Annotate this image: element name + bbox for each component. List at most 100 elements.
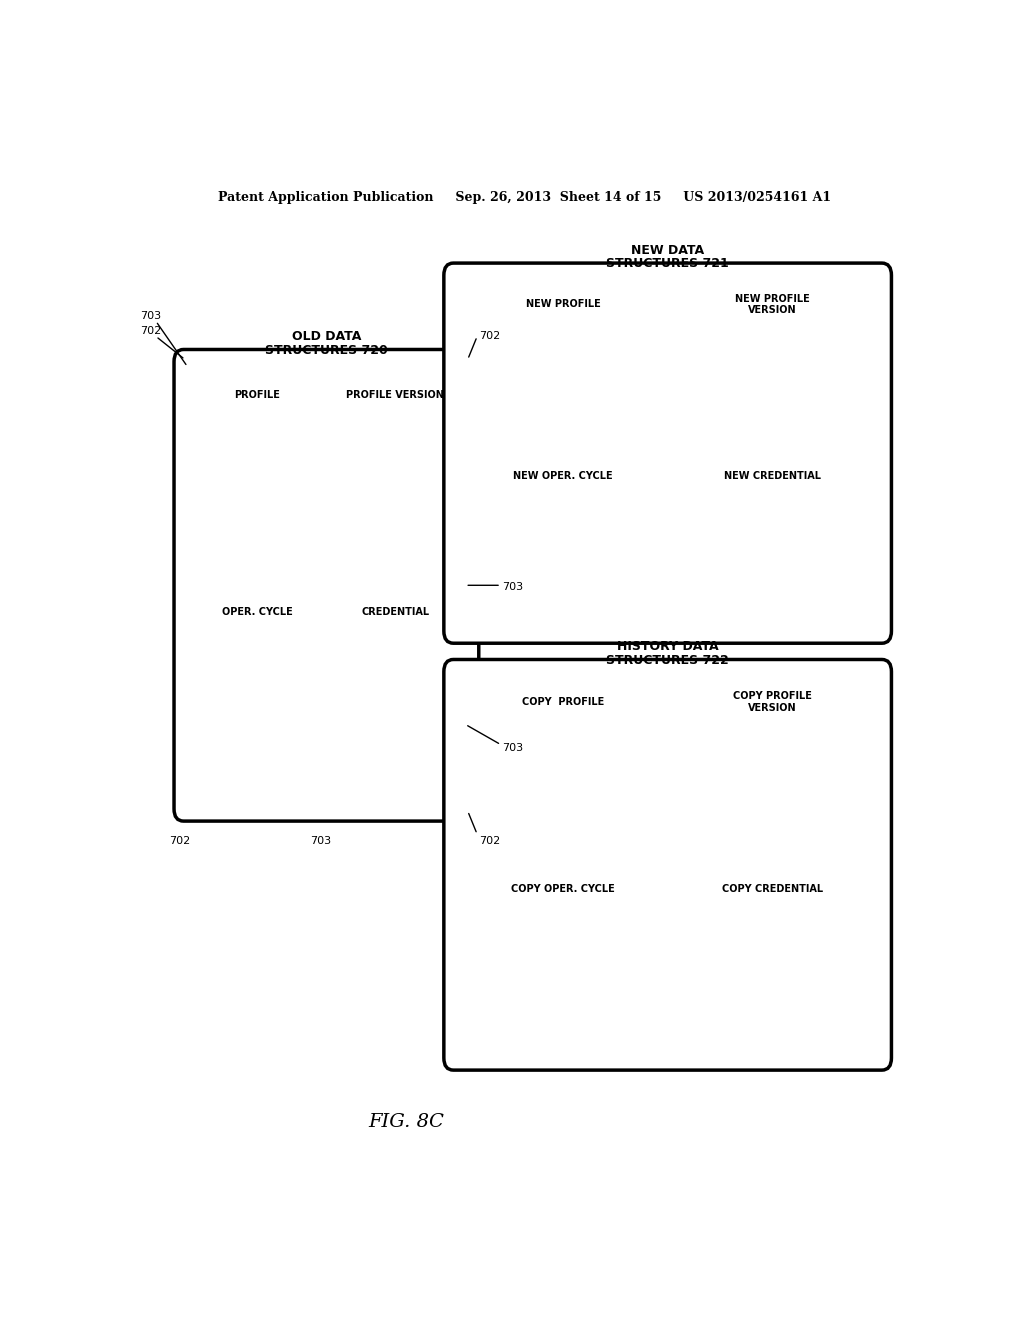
Bar <box>723 824 772 858</box>
Bar <box>772 554 822 586</box>
Bar <box>612 789 663 824</box>
Bar <box>513 754 563 789</box>
Bar <box>772 941 822 975</box>
Bar <box>364 665 395 698</box>
Text: 702: 702 <box>479 331 500 342</box>
Bar <box>332 513 364 546</box>
Bar <box>673 941 723 975</box>
Bar <box>225 763 258 796</box>
Bar <box>194 480 225 513</box>
Bar <box>464 871 663 906</box>
Bar <box>612 321 663 351</box>
Bar <box>464 523 513 554</box>
Bar <box>464 289 663 321</box>
Bar <box>723 523 772 554</box>
Bar <box>332 375 459 416</box>
Text: 703: 703 <box>503 582 523 593</box>
Text: OLD DATA: OLD DATA <box>292 330 361 343</box>
Bar <box>513 975 563 1010</box>
Text: STRUCTURES 720: STRUCTURES 720 <box>265 343 388 356</box>
Bar <box>332 449 364 480</box>
Bar <box>612 383 663 414</box>
Bar <box>772 321 822 351</box>
Bar <box>822 754 871 789</box>
Bar <box>290 763 322 796</box>
Bar <box>612 941 663 975</box>
Bar <box>563 719 612 754</box>
Bar <box>464 789 513 824</box>
Bar <box>258 449 290 480</box>
Bar <box>395 449 427 480</box>
Bar <box>563 975 612 1010</box>
Text: COPY PROFILE
VERSION: COPY PROFILE VERSION <box>733 692 812 713</box>
Bar <box>822 975 871 1010</box>
Bar <box>290 665 322 698</box>
Bar <box>427 416 459 449</box>
Bar <box>395 730 427 763</box>
Bar <box>464 941 513 975</box>
Bar <box>673 351 723 383</box>
Bar <box>290 480 322 513</box>
Text: NEW CREDENTIAL: NEW CREDENTIAL <box>724 470 820 480</box>
Bar <box>225 513 258 546</box>
Bar <box>427 730 459 763</box>
Bar <box>395 632 427 665</box>
FancyBboxPatch shape <box>174 350 479 821</box>
Bar <box>822 824 871 858</box>
Bar <box>612 554 663 586</box>
Bar <box>258 480 290 513</box>
Bar <box>513 906 563 941</box>
Bar <box>395 480 427 513</box>
Bar <box>464 685 663 719</box>
Text: HISTORY DATA: HISTORY DATA <box>616 640 719 653</box>
Bar <box>364 546 395 578</box>
Bar <box>822 586 871 618</box>
Bar <box>427 763 459 796</box>
Bar <box>258 665 290 698</box>
Bar <box>464 321 513 351</box>
Bar <box>612 719 663 754</box>
Bar <box>673 754 723 789</box>
Bar <box>772 754 822 789</box>
Bar <box>258 546 290 578</box>
Text: PROFILE: PROFILE <box>234 391 281 400</box>
Bar <box>723 351 772 383</box>
Bar <box>723 719 772 754</box>
Bar <box>563 1010 612 1044</box>
Text: 703: 703 <box>310 837 332 846</box>
Bar <box>194 698 225 730</box>
Bar <box>395 665 427 698</box>
Bar <box>464 586 513 618</box>
Bar <box>673 871 871 906</box>
Bar <box>723 586 772 618</box>
Bar <box>723 321 772 351</box>
Bar <box>723 789 772 824</box>
Bar <box>723 383 772 414</box>
Bar <box>513 1010 563 1044</box>
Bar <box>427 449 459 480</box>
Bar <box>225 730 258 763</box>
Bar <box>563 383 612 414</box>
Text: 702: 702 <box>140 326 161 337</box>
Bar <box>723 554 772 586</box>
Bar <box>673 289 871 321</box>
Bar <box>822 906 871 941</box>
Bar <box>772 586 822 618</box>
Bar <box>513 383 563 414</box>
Bar <box>332 480 364 513</box>
Bar <box>194 665 225 698</box>
Bar <box>464 414 513 446</box>
Bar <box>772 523 822 554</box>
Bar <box>194 591 322 632</box>
Bar <box>332 698 364 730</box>
Bar <box>513 321 563 351</box>
Bar <box>612 906 663 941</box>
Text: NEW PROFILE
VERSION: NEW PROFILE VERSION <box>735 293 810 315</box>
Bar <box>673 789 723 824</box>
Bar <box>772 383 822 414</box>
Bar <box>772 1010 822 1044</box>
Text: STRUCTURES 722: STRUCTURES 722 <box>606 653 729 667</box>
Bar <box>723 414 772 446</box>
Bar <box>673 414 723 446</box>
Bar <box>563 586 612 618</box>
